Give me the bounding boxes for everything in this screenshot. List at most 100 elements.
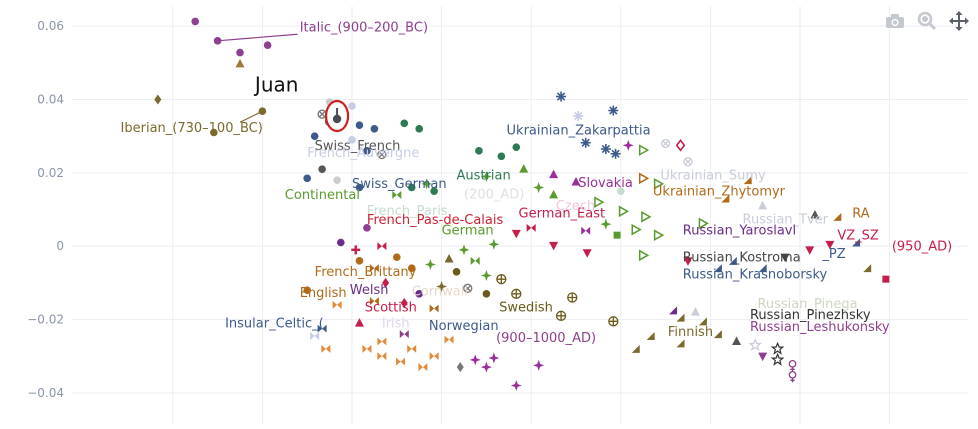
data-point-71 (452, 268, 461, 276)
data-point-74 (482, 290, 491, 298)
data-point-81 (676, 313, 685, 322)
data-label-20: RA (852, 207, 870, 222)
data-label-6: Continental (285, 188, 360, 203)
data-point-99 (758, 264, 767, 273)
data-label-37: French_Brittany (315, 265, 417, 280)
data-label-17: Ukrainian_Zhytomyr (653, 185, 786, 200)
data-point-80 (608, 316, 619, 327)
data-point-105 (882, 275, 890, 283)
data-point-79 (555, 310, 567, 321)
data-point-89 (770, 341, 785, 355)
data-point-44 (622, 139, 634, 151)
data-point-141 (444, 335, 454, 344)
data-point-107 (743, 176, 752, 185)
data-point-19 (363, 147, 371, 155)
data-point-101 (805, 246, 815, 255)
data-point-131 (407, 344, 417, 353)
data-label-36: English (300, 286, 347, 301)
data-point-68 (470, 256, 480, 265)
pan-icon[interactable] (948, 10, 970, 32)
data-point-78 (567, 292, 578, 303)
data-point-23 (303, 174, 311, 183)
data-point-133 (429, 352, 439, 361)
data-point-100 (780, 253, 790, 263)
data-label-13: Czech (556, 199, 595, 214)
data-point-29 (475, 147, 483, 155)
data-point-136 (480, 361, 492, 373)
y-tick-label: 0.04 (37, 93, 64, 107)
data-label-9: Austrian (457, 168, 511, 183)
data-point-95 (690, 307, 700, 316)
data-label-33: Scottish (365, 300, 417, 315)
data-point-63 (549, 241, 559, 251)
data-point-47 (675, 139, 686, 152)
data-point-39 (608, 105, 619, 116)
data-label-4: French_Auvergne (307, 146, 419, 161)
data-point-17 (310, 132, 319, 140)
zoom-icon[interactable] (916, 10, 938, 32)
data-point-116 (369, 264, 379, 273)
camera-icon[interactable] (884, 10, 906, 32)
highlight-marker[interactable] (324, 99, 350, 133)
data-point-60 (698, 217, 709, 230)
data-point-41 (580, 137, 591, 148)
data-point-31 (512, 143, 521, 151)
data-point-57 (613, 231, 621, 239)
data-label-10: (200_AD) (464, 188, 524, 203)
data-point-36 (549, 169, 559, 179)
data-point-94 (669, 306, 678, 315)
data-point-134 (456, 362, 464, 373)
data-point-9 (348, 102, 356, 110)
y-tick-label: 0.06 (37, 19, 64, 33)
data-label-1: Juan (253, 72, 299, 96)
data-point-93 (788, 370, 797, 383)
data-point-104 (863, 264, 872, 273)
data-point-76 (463, 283, 473, 293)
data-point-33 (519, 164, 529, 173)
data-point-62 (582, 249, 592, 258)
data-point-2 (263, 41, 272, 50)
data-point-106 (833, 212, 842, 221)
y-tick-label: 0 (56, 239, 64, 253)
data-point-102 (825, 240, 835, 250)
data-point-135 (469, 354, 481, 366)
data-label-2: Iberian_(730–100_BC) (121, 121, 263, 136)
data-point-77 (436, 281, 448, 292)
data-point-140 (399, 330, 409, 339)
y-tick-label: −0.02 (27, 313, 64, 327)
y-tick-label: −0.04 (27, 386, 64, 400)
data-point-66 (488, 238, 500, 250)
data-point-127 (377, 337, 387, 346)
data-label-23: (950_AD) (892, 240, 952, 255)
data-label-15: Slovakia (578, 176, 633, 191)
data-point-20 (377, 149, 387, 160)
data-point-27 (421, 178, 433, 190)
data-label-11: German (442, 223, 494, 238)
data-point-123 (429, 304, 439, 313)
data-label-30: Swedish (499, 300, 553, 315)
data-point-85 (713, 330, 722, 339)
data-point-45 (638, 144, 650, 156)
data-point-52 (594, 196, 605, 208)
data-point-129 (362, 344, 372, 353)
data-point-51 (617, 187, 625, 195)
data-point-103 (852, 238, 860, 247)
data-labels: Italic_(900–200_BC) Juan Iberian_(730–100_… (121, 21, 953, 347)
data-point-28 (430, 187, 438, 195)
data-label-25: Russian_Krasnoborsky (683, 267, 828, 282)
data-label-31: Norwegian (429, 319, 499, 334)
data-point-50 (653, 178, 665, 190)
data-point-120 (369, 297, 379, 306)
data-point-30 (497, 152, 506, 161)
data-point-56 (581, 226, 591, 235)
data-point-7 (210, 128, 218, 137)
data-point-55 (600, 218, 612, 230)
data-point-132 (418, 363, 428, 372)
data-label-22: _PZ (821, 247, 845, 262)
data-point-21 (318, 165, 326, 173)
data-label-26: Russian_Pinega (757, 297, 857, 312)
data-point-5 (154, 94, 162, 105)
data-label-28: Russian_Leshukonsky (750, 320, 890, 335)
data-point-88 (732, 336, 742, 345)
